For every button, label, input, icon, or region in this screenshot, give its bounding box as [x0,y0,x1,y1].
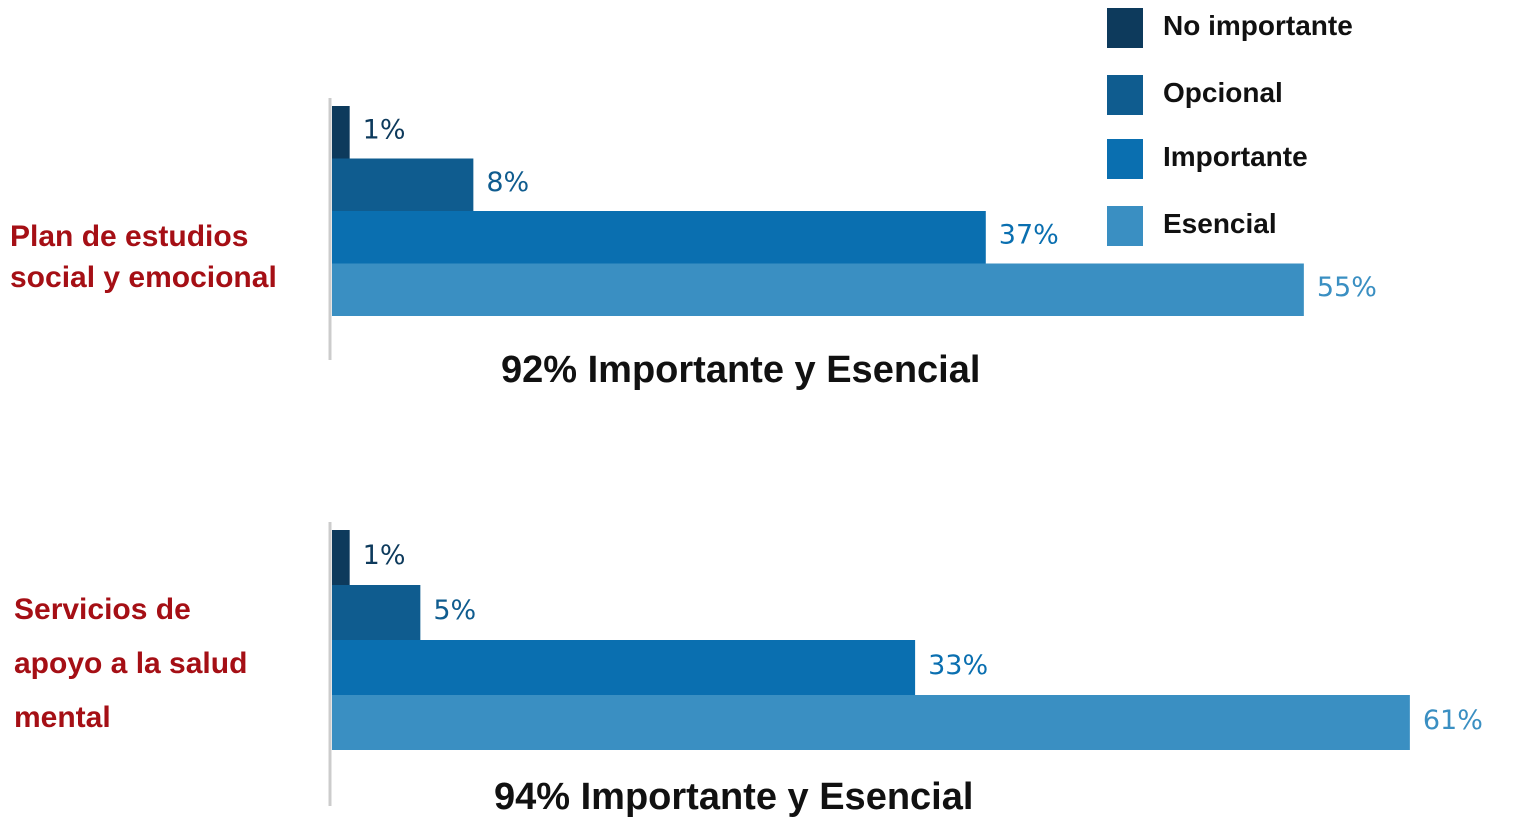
group-label-salud-mental: Servicios de apoyo a la salud mental [14,593,248,734]
legend-swatch [1107,139,1143,179]
legend-label: Importante [1163,141,1308,172]
bar-salud-mental-importante [332,640,916,695]
summary-salud-mental: 94% Importante y Esencial [494,776,974,818]
bar-value-label-plan-estudios-importante: 37% [999,220,1059,251]
bar-salud-mental-no-importante [332,530,350,585]
bar-value-label-salud-mental-no-importante: 1% [363,540,406,571]
group-label-plan-estudios: Plan de estudios social y emocional [10,220,277,295]
bar-value-label-plan-estudios-esencial: 55% [1317,272,1377,303]
legend-label: Opcional [1163,77,1283,108]
bar-salud-mental-esencial [332,695,1410,750]
legend-swatch [1107,8,1143,48]
legend-swatch [1107,206,1143,246]
summary-plan-estudios: 92% Importante y Esencial [501,349,981,391]
legend-label: Esencial [1163,208,1277,239]
bar-plan-estudios-opcional [332,158,474,211]
bar-value-label-salud-mental-importante: 33% [928,650,988,681]
bar-value-label-salud-mental-esencial: 61% [1423,705,1483,736]
bar-value-label-salud-mental-opcional: 5% [433,595,476,626]
legend-swatch [1107,75,1143,115]
bar-plan-estudios-esencial [332,263,1304,316]
bar-salud-mental-opcional [332,585,421,640]
bar-plan-estudios-importante [332,211,986,264]
bar-value-label-plan-estudios-opcional: 8% [486,167,529,198]
bar-value-label-plan-estudios-no-importante: 1% [363,115,406,146]
legend-label: No importante [1163,10,1353,41]
bar-plan-estudios-no-importante [332,106,350,159]
